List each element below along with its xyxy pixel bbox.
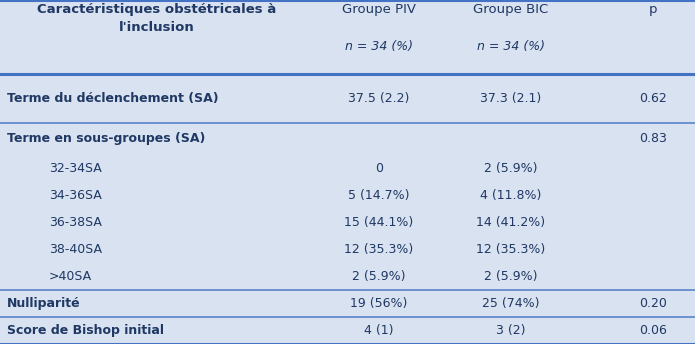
Text: Terme du déclenchement (SA): Terme du déclenchement (SA) (7, 92, 218, 105)
Text: 37.5 (2.2): 37.5 (2.2) (348, 92, 409, 105)
Text: 2 (5.9%): 2 (5.9%) (352, 270, 405, 283)
Text: Nulliparité: Nulliparité (7, 297, 81, 310)
Text: 36-38SA: 36-38SA (49, 216, 101, 229)
Text: p: p (649, 3, 657, 17)
Text: n = 34 (%): n = 34 (%) (477, 40, 545, 53)
Text: 0.62: 0.62 (639, 92, 667, 105)
Text: Caractéristiques obstétricales à
l'inclusion: Caractéristiques obstétricales à l'inclu… (37, 3, 276, 34)
Text: n = 34 (%): n = 34 (%) (345, 40, 413, 53)
Text: 4 (11.8%): 4 (11.8%) (480, 189, 541, 202)
Text: 2 (5.9%): 2 (5.9%) (484, 270, 537, 283)
Text: Score de Bishop initial: Score de Bishop initial (7, 324, 164, 337)
Text: Groupe BIC: Groupe BIC (473, 3, 548, 17)
Text: 12 (35.3%): 12 (35.3%) (344, 243, 414, 256)
Text: 0.20: 0.20 (639, 297, 667, 310)
Text: 32-34SA: 32-34SA (49, 162, 101, 175)
Text: 34-36SA: 34-36SA (49, 189, 101, 202)
Text: 2 (5.9%): 2 (5.9%) (484, 162, 537, 175)
Text: 25 (74%): 25 (74%) (482, 297, 539, 310)
Text: 0.83: 0.83 (639, 132, 667, 145)
Text: 38-40SA: 38-40SA (49, 243, 101, 256)
Text: 12 (35.3%): 12 (35.3%) (476, 243, 546, 256)
Text: Terme en sous-groupes (SA): Terme en sous-groupes (SA) (7, 132, 205, 145)
Text: 4 (1): 4 (1) (364, 324, 393, 337)
Text: 14 (41.2%): 14 (41.2%) (476, 216, 546, 229)
Text: 0.06: 0.06 (639, 324, 667, 337)
Text: 37.3 (2.1): 37.3 (2.1) (480, 92, 541, 105)
Text: 5 (14.7%): 5 (14.7%) (348, 189, 409, 202)
Text: 0: 0 (375, 162, 383, 175)
Text: 19 (56%): 19 (56%) (350, 297, 407, 310)
Text: Groupe PIV: Groupe PIV (342, 3, 416, 17)
Text: 15 (44.1%): 15 (44.1%) (344, 216, 414, 229)
Text: >40SA: >40SA (49, 270, 92, 283)
Text: 3 (2): 3 (2) (496, 324, 525, 337)
